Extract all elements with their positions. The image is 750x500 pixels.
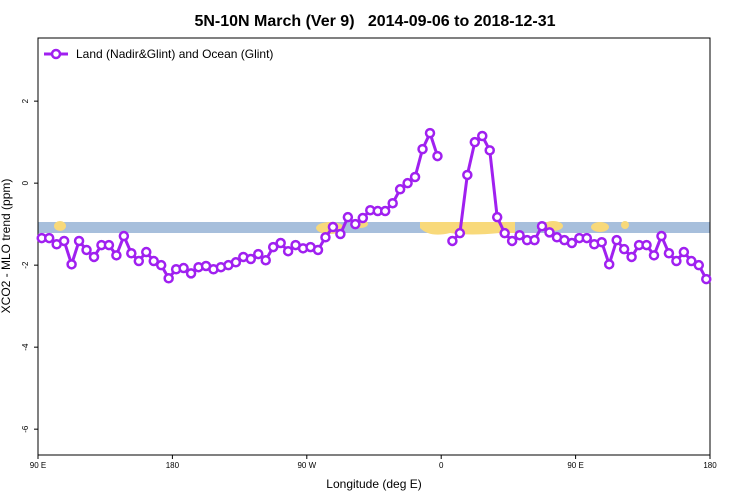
data-point [133, 255, 145, 267]
x-tick-label: 0 [439, 461, 444, 470]
y-tick-label: 0 [21, 180, 30, 185]
data-point [282, 245, 294, 257]
data-point [566, 237, 578, 249]
data-point [350, 218, 361, 230]
data-point [312, 244, 324, 256]
y-tick-label: -2 [21, 261, 30, 269]
data-point [118, 230, 130, 242]
x-tick-label: 180 [703, 461, 717, 470]
data-point [424, 127, 436, 139]
y-tick-label: -4 [21, 343, 30, 351]
data-point [73, 235, 85, 247]
data-point [462, 169, 473, 181]
data-point [454, 227, 466, 239]
data-point [148, 255, 159, 267]
data-point [611, 234, 622, 246]
data-point [618, 243, 630, 255]
data-point [417, 143, 428, 155]
data-point [253, 248, 264, 260]
data-point [81, 244, 92, 256]
data-point [88, 251, 100, 263]
data-point [536, 220, 548, 232]
data-point [357, 212, 369, 224]
data-point [335, 228, 346, 240]
data-point [111, 250, 122, 261]
data-point [394, 184, 406, 195]
data-point [693, 259, 705, 271]
data-point [402, 177, 413, 189]
data-point [126, 248, 137, 259]
plot-frame [37, 37, 711, 456]
data-point [103, 239, 115, 251]
x-tick-label: 90 W [297, 461, 316, 470]
data-point [447, 235, 458, 247]
data-point [596, 236, 607, 248]
data-point [469, 136, 481, 148]
data-point [178, 262, 189, 274]
y-tick-label: -6 [21, 425, 30, 433]
data-point [327, 221, 339, 233]
data-point [379, 205, 391, 217]
data-point [275, 237, 286, 249]
data-point [387, 197, 398, 209]
x-tick-label: 90 E [567, 461, 583, 470]
data-point [529, 234, 540, 246]
data-point [648, 250, 660, 261]
data-point [499, 227, 510, 239]
data-point [409, 171, 421, 183]
x-tick-label: 180 [166, 461, 180, 470]
legend-marker [50, 48, 62, 60]
data-point [260, 254, 271, 266]
data-point [66, 259, 77, 270]
data-point [663, 248, 675, 259]
surface-strip [38, 220, 710, 235]
data-point [484, 145, 495, 156]
data-point [267, 241, 279, 253]
data-point [432, 150, 443, 162]
data-point [671, 255, 682, 267]
x-axis-label: Longitude (deg E) [326, 477, 421, 491]
data-point [141, 246, 152, 258]
data-point [163, 273, 174, 284]
data-point [491, 211, 503, 223]
data-point [656, 230, 667, 242]
data-point [155, 259, 167, 271]
y-axis-label: XCO2 - MLO trend (ppm) [0, 179, 13, 314]
data-point [544, 227, 555, 238]
data-point [342, 211, 354, 223]
data-point [230, 257, 242, 268]
data-point [686, 255, 697, 267]
data-point [678, 246, 690, 258]
chart-title: 5N-10N March (Ver 9) 2014-09-06 to 2018-… [194, 13, 555, 30]
data-point [701, 273, 712, 285]
data-point [245, 253, 257, 265]
legend-label: Land (Nadir&Glint) and Ocean (Glint) [76, 47, 273, 61]
data-point [320, 232, 331, 243]
y-tick-label: 2 [21, 98, 30, 103]
data-point [603, 259, 615, 270]
data-point [43, 232, 55, 244]
data-point [477, 130, 488, 142]
data-point [58, 235, 70, 247]
data-point [626, 251, 637, 263]
x-tick-label: 90 E [30, 461, 46, 470]
data-point [185, 268, 197, 279]
data-point [514, 229, 525, 241]
data-point [506, 235, 518, 247]
data-point [581, 232, 593, 244]
data-point [641, 239, 652, 251]
